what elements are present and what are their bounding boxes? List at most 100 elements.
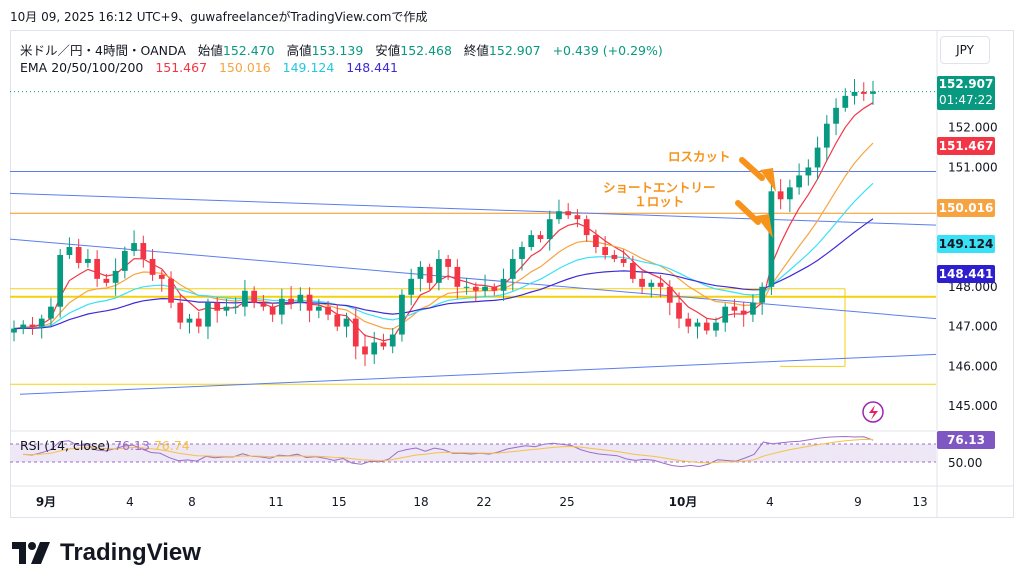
candle-body (11, 328, 17, 333)
price-tick-label: 145.000 (948, 399, 998, 413)
candle-body (666, 286, 673, 303)
time-tick-label: 13 (912, 495, 927, 509)
ema100-value: 149.124 (282, 60, 335, 75)
high-value: 153.139 (311, 43, 364, 58)
trendline-middle (9, 238, 937, 320)
candle-body (777, 191, 784, 200)
candle-body (676, 302, 682, 319)
rsi-pane (10, 430, 936, 468)
time-tick-label: 11 (268, 495, 283, 509)
price-tick-label: 148.000 (948, 280, 998, 294)
candle-body (140, 243, 147, 259)
annotation-short-entry-line1: ショートエントリー (603, 180, 716, 195)
stoploss-arrow-shaft (739, 157, 765, 181)
candle-body (121, 251, 128, 271)
candle-body (417, 266, 424, 279)
candle-body (768, 191, 775, 287)
candles (11, 79, 876, 367)
candle-body (860, 91, 867, 94)
rsi-ma-line (23, 438, 874, 464)
annotation-short-entry-line2: １ロット (634, 194, 685, 209)
trendline-lower (19, 353, 937, 395)
currency-button[interactable]: JPY (940, 36, 990, 64)
time-tick-label: 9月 (36, 495, 56, 509)
candle-body (214, 302, 221, 311)
symbol-label[interactable]: 米ドル／円・4時間・OANDA (20, 43, 186, 58)
time-tick-label: 15 (331, 495, 346, 509)
candle-body (380, 342, 387, 347)
candle-body (694, 322, 701, 327)
candle-body (657, 282, 664, 287)
candle-body (842, 95, 849, 108)
low-value: 152.468 (400, 43, 452, 58)
price-tick-label: 146.000 (948, 359, 998, 373)
candle-body (722, 306, 729, 323)
rsi-legend[interactable]: RSI (14, close) 76.13 76.74 (20, 438, 190, 453)
candle-body (509, 258, 516, 279)
tradingview-logo-icon (12, 542, 50, 564)
candle-body (29, 324, 36, 327)
time-tick-label: 4 (766, 495, 774, 509)
candle-body (537, 235, 544, 240)
candle-body (546, 219, 553, 240)
candle-body (232, 306, 239, 308)
candle-body (343, 318, 350, 327)
low-label: 安値 (375, 43, 401, 58)
horizontal-levels (10, 170, 936, 385)
alert-badge-icon (862, 401, 884, 423)
candle-body (205, 302, 211, 327)
axes: 152.000 151.000 148.000 147.000 146.000 145.0… (10, 31, 1013, 517)
tradingview-logo[interactable]: TradingView (12, 538, 201, 568)
annotation-stoploss: ロスカット (668, 149, 731, 164)
ema-legend[interactable]: EMA 20/50/100/200 151.467 150.016 149.12… (20, 60, 398, 75)
price-tick-label: 152.000 (948, 121, 998, 135)
candle-body (288, 298, 294, 303)
candle-body (648, 282, 655, 287)
candle-body (731, 306, 738, 311)
rsi-tick-label: 50.00 (948, 456, 982, 470)
candle-body (399, 294, 405, 335)
close-label: 終値 (463, 43, 489, 58)
candle-body (177, 302, 184, 323)
candle-body (833, 107, 839, 124)
candle-body (620, 258, 627, 263)
candle-body (500, 278, 507, 291)
ema200-line (13, 218, 874, 330)
ohlc-legend: 米ドル／円・4時間・OANDA 始値152.470 高値153.139 安値15… (20, 40, 663, 59)
candle-body (85, 258, 91, 263)
entry-arrow-head (756, 214, 773, 238)
candle-body (242, 290, 248, 307)
tradingview-logo-text: TradingView (60, 539, 201, 566)
countdown-value: 01:47:22 (939, 93, 993, 107)
candle-body (593, 235, 599, 248)
candle-body (796, 175, 802, 188)
ema20-line (13, 102, 874, 342)
time-tick-label: 25 (559, 495, 574, 509)
candle-body (472, 286, 479, 291)
candle-body (362, 346, 368, 355)
ema50-value: 150.016 (218, 60, 271, 75)
trendline-upper (9, 192, 937, 226)
candle-body (602, 247, 609, 255)
candle-body (389, 334, 396, 347)
candle-body (787, 187, 793, 200)
entry-arrow-shaft (735, 200, 761, 225)
time-tick-label: 9 (854, 495, 862, 509)
candle-body (334, 314, 341, 327)
candle-body (426, 266, 433, 283)
candle-body (408, 278, 415, 295)
candle-body (805, 167, 812, 176)
last-price-value: 152.907 (938, 77, 994, 91)
candle-body (325, 306, 331, 315)
price-tick-label: 147.000 (948, 320, 998, 334)
annotation-arrows (735, 157, 884, 423)
ema-lines (13, 102, 874, 342)
candle-body (454, 266, 461, 287)
ema200-value: 148.441 (346, 60, 398, 75)
candle-body (639, 278, 645, 287)
ema-label: EMA 20/50/100/200 (20, 60, 144, 75)
candle-body (103, 278, 110, 283)
rsi-value-tag: 76.13 (937, 431, 995, 449)
candle-body (75, 247, 82, 263)
